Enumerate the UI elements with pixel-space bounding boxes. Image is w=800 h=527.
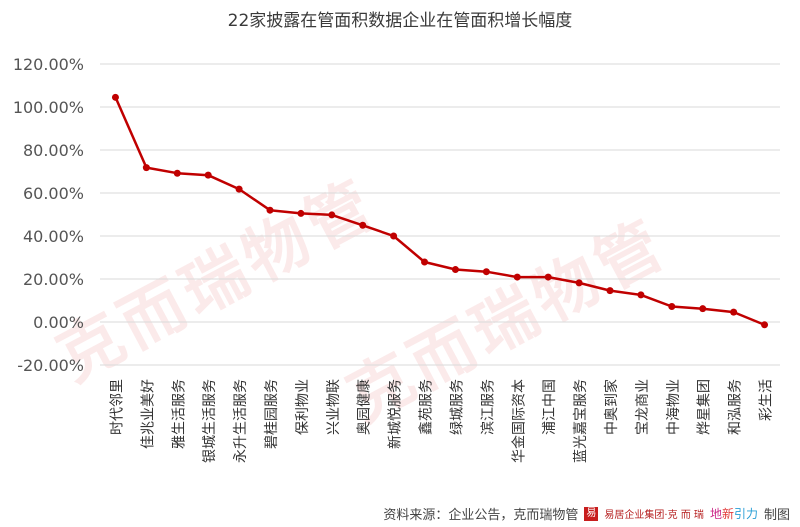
x-tick-label: 和泓服务 (728, 379, 744, 435)
x-tick-label: 保利物业 (295, 379, 311, 435)
data-point (266, 206, 274, 214)
data-point (297, 209, 305, 217)
series-line (114, 96, 765, 326)
y-tick-label: 20.00% (23, 270, 84, 289)
x-tick-label: 雅生活服务 (171, 379, 187, 449)
x-tick-label: 华金国际资本 (511, 379, 527, 463)
company-logo-icon: 易 (584, 506, 599, 521)
data-point (421, 258, 429, 266)
y-tick-label: -20.00% (17, 356, 84, 375)
chart-title: 22家披露在管面积数据企业在管面积增长幅度 (227, 11, 573, 31)
x-tick-label: 绿城服务 (449, 379, 465, 435)
x-tick-label: 中海物业 (666, 379, 682, 435)
data-point (142, 164, 150, 172)
footer-suffix: 制图 (763, 508, 790, 523)
chart-footer: 资料来源：企业公告，克而瑞物管 易 易居企业集团·克 而 瑞 地新引力 制图 (383, 504, 790, 523)
data-point (235, 185, 243, 193)
data-point (482, 268, 490, 276)
x-tick-label: 奥园健康 (356, 379, 373, 435)
data-point (328, 211, 336, 219)
data-point (111, 93, 119, 101)
data-point (730, 308, 738, 316)
data-point (544, 273, 552, 281)
y-tick-label: 0.00% (33, 313, 84, 332)
company-logo-text: 易居企业集团·克 而 瑞 (604, 510, 704, 521)
data-point (173, 169, 181, 177)
x-tick-label: 鑫苑服务 (418, 379, 435, 435)
data-point (668, 303, 676, 311)
data-point (637, 291, 645, 299)
x-tick-label: 碧桂园服务 (264, 379, 280, 449)
x-tick-label: 滨江服务 (480, 379, 496, 435)
y-tick-label: 60.00% (23, 184, 84, 203)
data-point (451, 266, 459, 274)
data-point (761, 321, 769, 329)
x-tick-label: 佳兆业美好 (140, 379, 156, 449)
y-tick-label: 80.00% (23, 141, 84, 160)
x-tick-label: 银城生活服务 (202, 379, 218, 463)
data-point (575, 279, 583, 287)
x-tick-label: 新城悦服务 (388, 379, 404, 449)
data-point (606, 287, 614, 295)
data-point (390, 232, 398, 240)
brand-mark: 地新引力 (709, 507, 758, 521)
y-tick-label: 40.00% (23, 227, 84, 246)
data-point (359, 221, 367, 229)
x-tick-label: 浦江中国 (542, 379, 558, 435)
y-tick-label: 100.00% (13, 98, 84, 117)
x-tick-label: 彩生活 (759, 379, 775, 421)
data-point (204, 171, 212, 179)
x-tick-label: 中奥到家 (603, 379, 620, 435)
data-point (699, 305, 707, 313)
y-tick-label: 120.00% (13, 55, 84, 74)
x-tick-label: 永升生活服务 (233, 379, 249, 463)
x-tick-label: 烨星集团 (696, 379, 713, 435)
source-note: 资料来源：企业公告，克而瑞物管 (383, 508, 579, 523)
x-tick-label: 时代邻里 (109, 379, 125, 435)
x-tick-label: 兴业物联 (326, 379, 342, 435)
data-point (513, 273, 521, 281)
x-tick-label: 宝龙商业 (635, 379, 651, 435)
x-tick-label: 蓝光嘉宝服务 (573, 379, 589, 463)
